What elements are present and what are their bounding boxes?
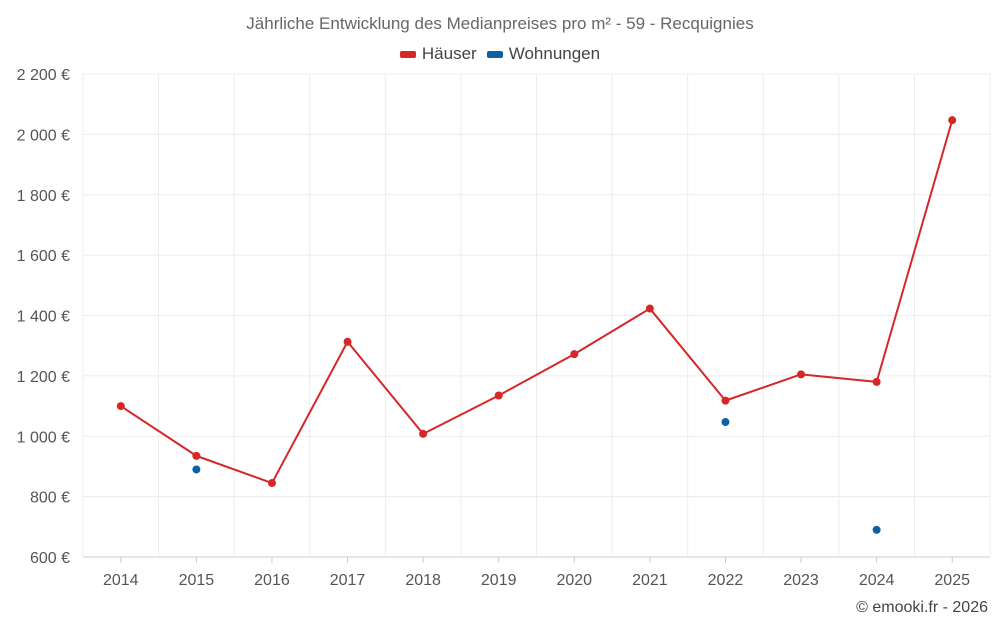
x-tick-label: 2022: [708, 572, 744, 589]
x-tick-label: 2014: [103, 572, 139, 589]
y-tick-label: 1 600 €: [17, 248, 70, 265]
data-point-haeuser: [645, 304, 654, 313]
x-tick-label: 2023: [783, 572, 819, 589]
x-tick-label: 2015: [179, 572, 215, 589]
legend-label-haeuser: Häuser: [421, 44, 477, 63]
x-tick-label: 2020: [556, 572, 592, 589]
y-tick-label: 1 800 €: [17, 188, 70, 205]
data-point-haeuser: [343, 337, 352, 346]
legend-swatch-wohnungen: [486, 50, 503, 58]
x-tick-label: 2021: [632, 572, 668, 589]
data-point-haeuser: [721, 396, 730, 405]
data-point-haeuser: [494, 391, 503, 400]
x-tick-label: 2016: [254, 572, 290, 589]
x-tick-label: 2017: [330, 572, 366, 589]
data-point-haeuser: [192, 451, 201, 460]
series-line-haeuser: [120, 119, 954, 485]
data-point-haeuser: [419, 429, 428, 438]
data-point-haeuser: [797, 370, 806, 379]
y-tick-label: 2 000 €: [17, 127, 70, 144]
x-tick-label: 2018: [405, 572, 441, 589]
y-tick-label: 2 200 €: [17, 67, 70, 84]
legend-item-haeuser[interactable]: Häuser: [399, 44, 477, 64]
legend-item-wohnungen[interactable]: Wohnungen: [486, 44, 601, 64]
x-tick-label: 2025: [934, 572, 970, 589]
data-point-haeuser: [872, 377, 881, 386]
y-tick-label: 600 €: [30, 550, 70, 567]
legend: Häuser Wohnungen: [0, 44, 1000, 64]
x-tick-label: 2024: [859, 572, 895, 589]
x-tick-label: 2019: [481, 572, 517, 589]
legend-label-wohnungen: Wohnungen: [508, 44, 601, 63]
data-point-wohnungen: [721, 418, 730, 427]
y-tick-label: 1 400 €: [17, 309, 70, 326]
data-point-haeuser: [948, 116, 957, 125]
data-point-wohnungen: [192, 465, 201, 474]
chart-title: Jährliche Entwicklung des Medianpreises …: [246, 14, 754, 33]
data-point-haeuser: [570, 350, 579, 359]
y-tick-label: 1 200 €: [17, 369, 70, 386]
data-point-haeuser: [116, 402, 125, 411]
copyright-credit: © emooki.fr - 2026: [856, 599, 988, 616]
y-tick-label: 800 €: [30, 490, 70, 507]
data-point-haeuser: [267, 479, 276, 488]
legend-swatch-haeuser: [399, 50, 416, 58]
data-point-wohnungen: [872, 525, 881, 534]
y-tick-label: 1 000 €: [17, 429, 70, 446]
